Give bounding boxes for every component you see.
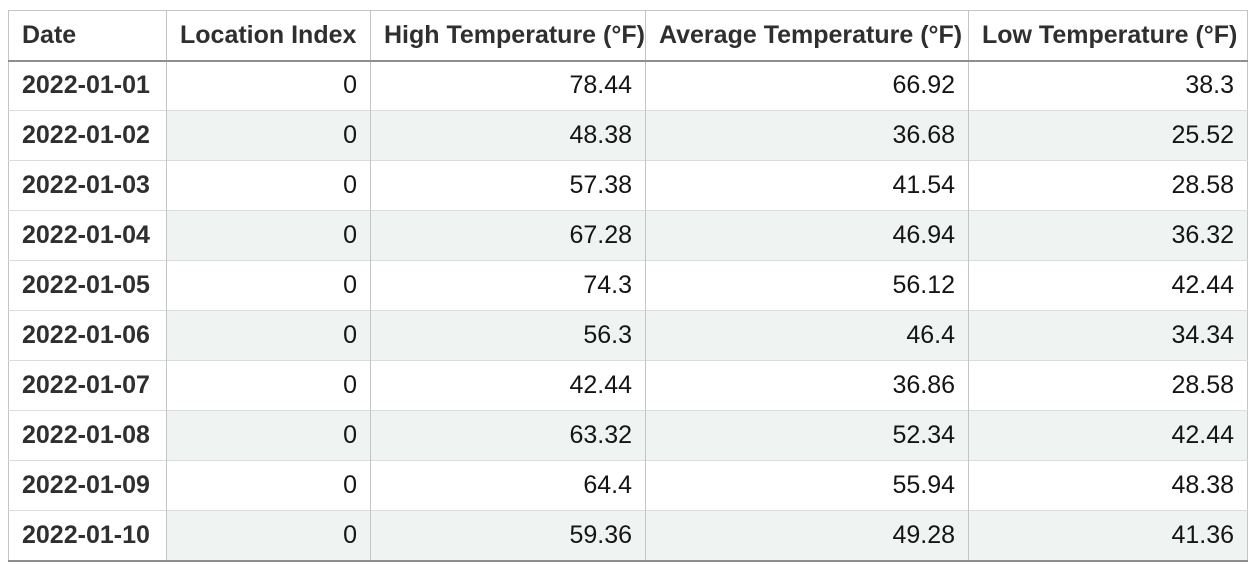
table-cell: 41.36 [968,510,1248,561]
table-cell: 0 [166,360,371,411]
table-cell: 0 [166,260,371,311]
table-cell: 63.32 [370,410,646,461]
row-header-date: 2022-01-06 [8,310,167,361]
table-cell: 42.44 [968,260,1248,311]
table-row: 2022-01-04 0 67.28 46.94 36.32 [8,210,1248,261]
column-header-average-temperature: Average Temperature (°F) [645,10,969,61]
table-cell: 59.36 [370,510,646,561]
table-cell: 25.52 [968,110,1248,161]
table-cell: 55.94 [645,460,969,511]
row-header-date: 2022-01-08 [8,410,167,461]
table-row: 2022-01-09 0 64.4 55.94 48.38 [8,460,1248,511]
table-cell: 48.38 [370,110,646,161]
table-cell: 34.34 [968,310,1248,361]
column-header-location-index: Location Index [166,10,371,61]
temperature-table: Date Location Index High Temperature (°F) A… [8,10,1248,562]
row-header-date: 2022-01-02 [8,110,167,161]
table-cell: 78.44 [370,60,646,111]
table-cell: 0 [166,160,371,211]
table-row: 2022-01-06 0 56.3 46.4 34.34 [8,310,1248,361]
table-cell: 66.92 [645,60,969,111]
table-cell: 0 [166,510,371,561]
table-row: 2022-01-07 0 42.44 36.86 28.58 [8,360,1248,411]
table-cell: 0 [166,410,371,461]
table-cell: 48.38 [968,460,1248,511]
table-cell: 0 [166,460,371,511]
table-cell: 56.3 [370,310,646,361]
table-cell: 74.3 [370,260,646,311]
table-cell: 0 [166,310,371,361]
header-row: Date Location Index High Temperature (°F) A… [8,10,1248,61]
table-cell: 0 [166,210,371,261]
table-row: 2022-01-08 0 63.32 52.34 42.44 [8,410,1248,461]
row-header-date: 2022-01-09 [8,460,167,511]
table-cell: 0 [166,110,371,161]
table-row: 2022-01-01 0 78.44 66.92 38.3 [8,60,1248,111]
row-header-date: 2022-01-10 [8,510,167,561]
table-cell: 28.58 [968,360,1248,411]
table-cell: 52.34 [645,410,969,461]
table-cell: 57.38 [370,160,646,211]
table-cell: 36.86 [645,360,969,411]
column-header-low-temperature: Low Temperature (°F) [968,10,1248,61]
table-cell: 36.68 [645,110,969,161]
table-cell: 38.3 [968,60,1248,111]
table-row: 2022-01-03 0 57.38 41.54 28.58 [8,160,1248,211]
table-container: Date Location Index High Temperature (°F) A… [8,10,1248,562]
table-cell: 56.12 [645,260,969,311]
row-header-date: 2022-01-03 [8,160,167,211]
table-cell: 46.94 [645,210,969,261]
table-cell: 46.4 [645,310,969,361]
column-header-date: Date [8,10,167,61]
table-cell: 42.44 [968,410,1248,461]
column-header-high-temperature: High Temperature (°F) [370,10,646,61]
table-row: 2022-01-10 0 59.36 49.28 41.36 [8,510,1248,561]
table-row: 2022-01-05 0 74.3 56.12 42.44 [8,260,1248,311]
row-header-date: 2022-01-01 [8,60,167,111]
table-cell: 0 [166,60,371,111]
table-cell: 64.4 [370,460,646,511]
table-cell: 41.54 [645,160,969,211]
row-header-date: 2022-01-05 [8,260,167,311]
table-cell: 49.28 [645,510,969,561]
table-cell: 28.58 [968,160,1248,211]
table-cell: 42.44 [370,360,646,411]
table-cell: 67.28 [370,210,646,261]
row-header-date: 2022-01-04 [8,210,167,261]
row-header-date: 2022-01-07 [8,360,167,411]
table-row: 2022-01-02 0 48.38 36.68 25.52 [8,110,1248,161]
table-cell: 36.32 [968,210,1248,261]
